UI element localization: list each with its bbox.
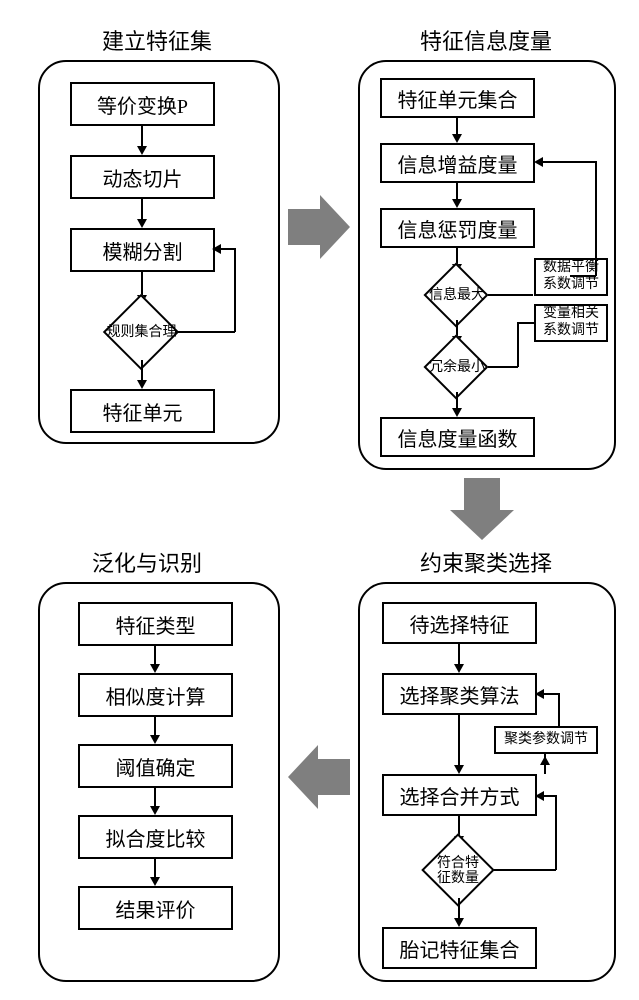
p1-step-equiv-transform: 等价变换P [70,82,215,126]
p2-side-balance: 数据平衡 系数调节 [534,258,608,296]
p4-step-threshold: 阈值确定 [78,744,233,788]
p4-step-eval: 结果评价 [78,886,233,930]
panel-4-title: 泛化与识别 [92,546,202,578]
p4-step-similarity: 相似度计算 [78,673,233,717]
panel-2-title: 特征信息度量 [420,24,552,56]
panel-1-title: 建立特征集 [102,24,212,56]
p4-step-fit-compare: 拟合度比较 [78,815,233,859]
p2-step-info-penalty: 信息惩罚度量 [380,208,535,248]
p2-step-info-gain: 信息增益度量 [380,143,535,183]
p3-step-merge: 选择合并方式 [382,774,537,816]
p1-step-dynamic-slice: 动态切片 [70,155,215,199]
big-arrow-1-to-2 [288,195,350,259]
flowchart-canvas: 建立特征集 等价变换P 动态切片 模糊分割 规则集合理 特征单元 特征信息度量 … [0,0,639,1000]
p2-side-corr: 变量相关 系数调节 [534,304,608,342]
p1-step-fuzzy-seg: 模糊分割 [70,228,215,272]
p2-step-info-func: 信息度量函数 [380,417,535,457]
p3-step-cluster-algo: 选择聚类算法 [382,673,537,715]
panel-3-title: 约束聚类选择 [420,546,552,578]
p3-step-birthmark: 胎记特征集合 [382,927,537,969]
p1-step-feature-unit: 特征单元 [70,389,215,433]
p3-step-candidate: 待选择特征 [382,602,537,644]
big-arrow-3-to-4 [288,745,350,809]
p3-side-cluster-params: 聚类参数调节 [494,726,598,754]
p2-step-feature-set: 特征单元集合 [380,78,535,118]
big-arrow-2-to-3 [450,478,514,540]
p4-step-type: 特征类型 [78,602,233,646]
